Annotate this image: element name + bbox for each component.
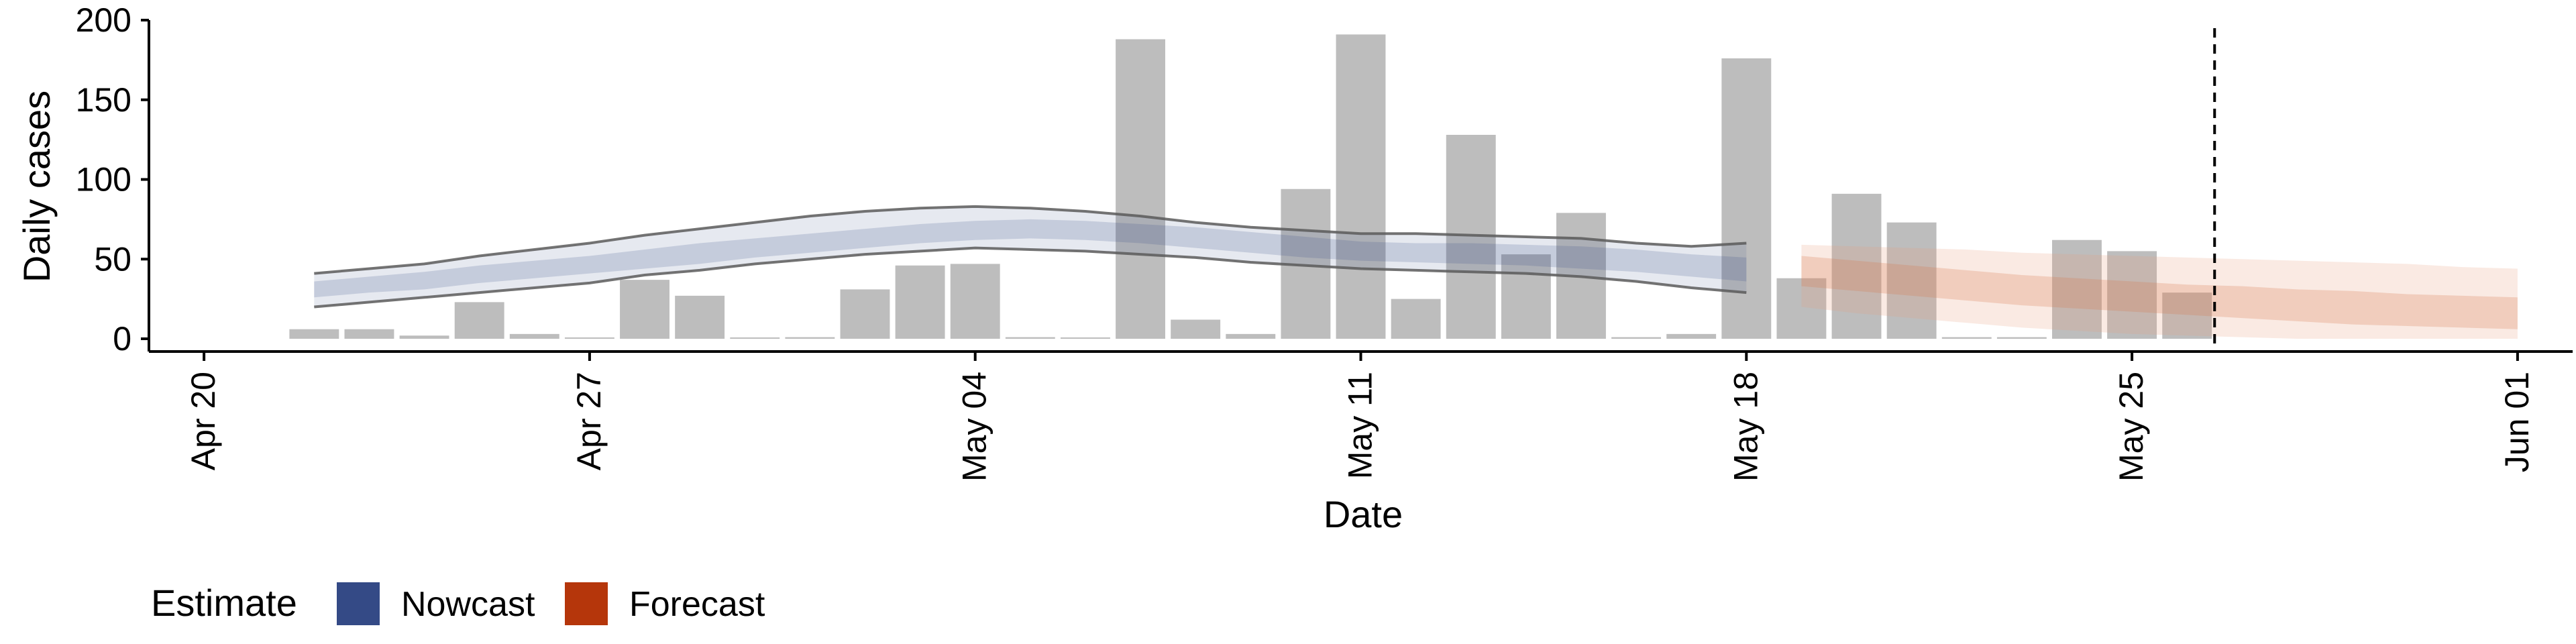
bar-2020-04-29 <box>675 295 725 339</box>
lines-layer <box>314 205 1747 309</box>
nowcast-lower-line <box>314 246 1747 309</box>
x-tick-label: May 11 <box>1342 372 1379 479</box>
bar-2020-05-11 <box>1336 34 1386 339</box>
x-tick-label: May 04 <box>956 372 994 482</box>
legend-swatch-forecast <box>565 582 608 625</box>
bar-2020-05-06 <box>1060 337 1110 339</box>
legend: Estimate Nowcast Forecast <box>151 582 765 625</box>
bar-2020-05-26 <box>2162 292 2212 339</box>
bar-2020-04-23 <box>344 329 394 339</box>
bar-2020-05-02 <box>840 289 890 339</box>
y-tick-label: 0 <box>113 320 131 358</box>
x-tick-label: Jun 01 <box>2498 372 2536 472</box>
x-axis-ticks: Apr 20 Apr 27 May 04 May 11 May 18 May 25 Jun … <box>184 352 2536 482</box>
nowcast-band-50 <box>314 219 1747 298</box>
bar-2020-04-28 <box>620 280 669 339</box>
legend-swatch-nowcast <box>337 582 380 625</box>
x-tick-label: May 18 <box>1727 372 1764 482</box>
bar-2020-04-26 <box>509 333 559 339</box>
bar-2020-04-27 <box>564 337 614 339</box>
bar-2020-05-07 <box>1116 39 1165 339</box>
forecast-band-50 <box>1801 256 2518 329</box>
legend-label-forecast: Forecast <box>629 585 765 624</box>
legend-title: Estimate <box>151 582 297 624</box>
x-tick-label: Apr 20 <box>184 372 222 470</box>
bar-2020-05-21 <box>1886 222 1937 339</box>
bar-2020-05-09 <box>1226 333 1276 339</box>
bar-2020-05-25 <box>2107 251 2157 339</box>
bar-2020-05-14 <box>1501 254 1551 339</box>
legend-label-nowcast: Nowcast <box>401 585 535 624</box>
y-tick-label: 150 <box>76 81 131 119</box>
bar-2020-05-20 <box>1831 193 1882 339</box>
bar-2020-05-05 <box>1005 337 1055 339</box>
nowcast-band-90 <box>314 206 1747 307</box>
y-tick-label: 100 <box>76 161 131 199</box>
bar-2020-04-22 <box>289 329 339 339</box>
x-axis-label: Date <box>1324 493 1403 535</box>
bar-2020-05-03 <box>895 265 945 339</box>
y-axis-label: Daily cases <box>15 91 58 282</box>
bar-2020-05-23 <box>1996 337 2047 339</box>
forecast-band-90 <box>1801 244 2518 339</box>
bar-2020-04-24 <box>399 335 449 339</box>
x-tick-label: May 25 <box>2112 372 2150 482</box>
y-axis-ticks: 0 50 100 150 200 <box>76 1 149 358</box>
x-tick-label: Apr 27 <box>570 372 608 470</box>
bar-2020-04-25 <box>454 302 504 339</box>
nowcast-upper-line <box>314 205 1747 275</box>
bar-2020-05-01 <box>785 337 835 339</box>
bar-2020-05-22 <box>1941 337 1992 339</box>
bands-layer <box>314 206 2518 339</box>
bar-2020-05-04 <box>950 264 1000 339</box>
bar-2020-05-19 <box>1776 278 1827 339</box>
bar-2020-05-16 <box>1611 337 1662 339</box>
bar-2020-05-17 <box>1666 333 1717 339</box>
bar-2020-05-08 <box>1171 319 1221 339</box>
bar-2020-05-18 <box>1721 58 1772 339</box>
y-tick-label: 200 <box>76 1 131 39</box>
y-tick-label: 50 <box>94 240 131 278</box>
bar-2020-05-12 <box>1391 299 1441 339</box>
bar-2020-05-24 <box>2052 239 2102 339</box>
bar-2020-04-30 <box>730 337 780 339</box>
